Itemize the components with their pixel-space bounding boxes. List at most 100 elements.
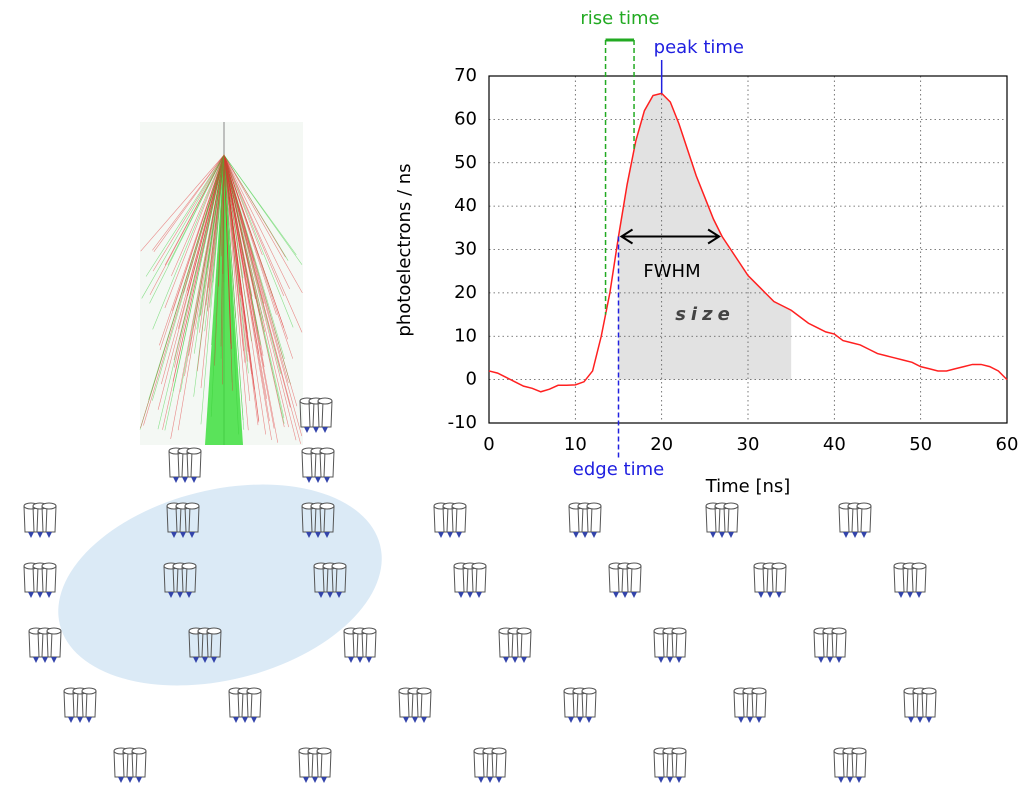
pmt [191, 477, 197, 483]
shower-track [151, 154, 225, 401]
pmt [168, 592, 174, 598]
fwhm-label: FWHM [643, 261, 700, 282]
x-tick-label: 60 [996, 434, 1019, 455]
shower-track [145, 154, 225, 277]
detector [608, 562, 642, 598]
pmt [667, 777, 673, 783]
detector [893, 562, 927, 598]
shower-track [223, 154, 303, 265]
pmt [182, 477, 188, 483]
pmt [676, 777, 682, 783]
pmt [321, 777, 327, 783]
y-tick-label: 40 [454, 195, 477, 216]
pmt [758, 592, 764, 598]
detector [453, 562, 487, 598]
y-tick-label: 70 [454, 65, 477, 86]
tank-top [856, 502, 872, 510]
pmt [327, 592, 333, 598]
shower-track [223, 154, 249, 374]
pmt [306, 532, 312, 538]
detector [433, 502, 467, 538]
pmt [315, 532, 321, 538]
tank-top [581, 687, 597, 695]
pmt [843, 532, 849, 538]
tank-top [81, 687, 97, 695]
detector [23, 562, 57, 598]
tank-top [181, 562, 197, 570]
shower-track [161, 154, 225, 385]
pmt [458, 592, 464, 598]
pmt [324, 477, 330, 483]
detector [299, 397, 333, 433]
shower-track [220, 154, 225, 347]
pmt [447, 532, 453, 538]
shower-track [171, 154, 225, 277]
detector [163, 562, 197, 598]
y-axis-label: photoelectrons / ns [394, 163, 415, 336]
pmt [348, 657, 354, 663]
detector [23, 502, 57, 538]
shower-track [172, 154, 225, 311]
pmt [233, 717, 239, 723]
shower-track [153, 154, 225, 253]
y-tick-label: 20 [454, 282, 477, 303]
pmt [28, 592, 34, 598]
tank-top [206, 627, 222, 635]
detector [833, 747, 867, 783]
pmt [77, 717, 83, 723]
pmt [318, 592, 324, 598]
shower-track [196, 154, 225, 330]
chart: -10 0 10 20 30 40 50 60 70 0 10 20 30 40 50 60 rise time… [448, 8, 1019, 480]
pmt [577, 717, 583, 723]
shower-track [223, 154, 261, 316]
tank-top [751, 687, 767, 695]
pmt [827, 657, 833, 663]
pmt [189, 532, 195, 538]
pmt [336, 592, 342, 598]
pmt [622, 592, 628, 598]
tank-top [921, 687, 937, 695]
pmt [357, 657, 363, 663]
tank-top [831, 627, 847, 635]
pmt [573, 532, 579, 538]
pmt [86, 717, 92, 723]
shower-track [223, 154, 260, 423]
pmt [476, 592, 482, 598]
pmt [403, 717, 409, 723]
shower-track [223, 154, 290, 290]
pmt [303, 777, 309, 783]
detector [301, 502, 335, 538]
detector [733, 687, 767, 723]
rise-time-label: rise time [580, 8, 659, 29]
shower-track [164, 154, 225, 309]
pmt [315, 477, 321, 483]
pmt [46, 532, 52, 538]
shower-track [223, 154, 285, 328]
tank-top [41, 562, 57, 570]
pmt [738, 717, 744, 723]
pmt [33, 657, 39, 663]
pmt [118, 777, 124, 783]
shower-track [223, 154, 303, 333]
footprint [58, 484, 382, 686]
x-tick-label: 10 [564, 434, 587, 455]
pmt [818, 657, 824, 663]
detector [168, 447, 202, 483]
tank-top [626, 562, 642, 570]
plot-frame [488, 75, 1008, 424]
shower-track [223, 154, 303, 294]
shower-track [152, 154, 225, 251]
pmt [487, 777, 493, 783]
tank-top [46, 627, 62, 635]
shower-image [139, 122, 303, 445]
detector [838, 502, 872, 538]
detector [113, 747, 147, 783]
tank-top [451, 502, 467, 510]
pmt [421, 717, 427, 723]
x-tick-label: 0 [483, 434, 494, 455]
shower-track [173, 154, 225, 368]
pmt [496, 777, 502, 783]
pmt [180, 532, 186, 538]
pmt [568, 717, 574, 723]
pmt [438, 532, 444, 538]
